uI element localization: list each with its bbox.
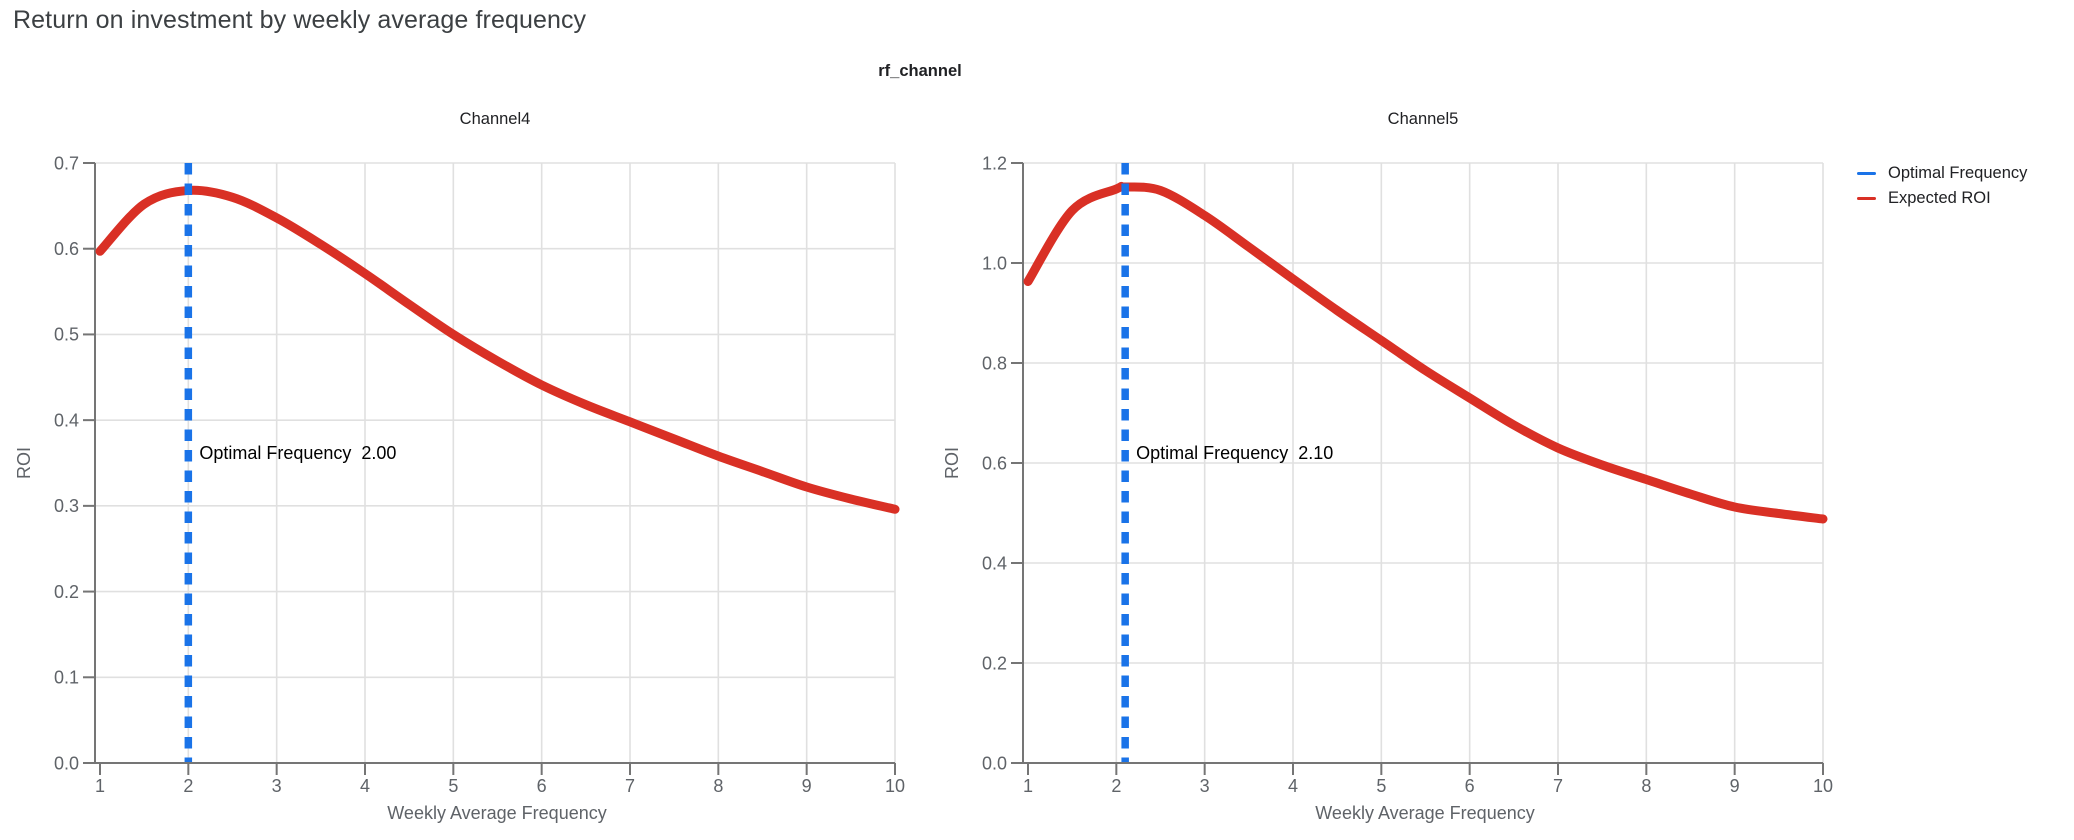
y-tick-label: 0.2: [54, 582, 79, 602]
x-tick-label: 9: [1730, 776, 1740, 796]
x-tick-label: 3: [1200, 776, 1210, 796]
y-tick-label: 1.0: [982, 253, 1007, 273]
y-tick-label: 0.7: [54, 153, 79, 173]
chart-channel4: 1 2 3 4 5 6 7 8 9 10 0.0 0.1 0.2 0.3 0.4 0.5 0.6 0.7 Optim…: [14, 110, 905, 823]
legend-item-expected-roi: Expected ROI: [1857, 186, 2027, 211]
optimal-frequency-annotation: Optimal Frequency 2.00: [199, 443, 396, 463]
x-tick-label: 4: [1288, 776, 1298, 796]
x-tick-label: 9: [802, 776, 812, 796]
optimal-frequency-annotation: Optimal Frequency 2.10: [1136, 443, 1333, 463]
expected-roi-curve: [1023, 181, 1828, 524]
legend-label: Expected ROI: [1888, 189, 1991, 207]
chart-title: Channel4: [460, 110, 531, 128]
x-tick-label: 10: [885, 776, 905, 796]
expected-roi-line-swatch: [1857, 196, 1876, 201]
x-axis-title: Weekly Average Frequency: [387, 803, 606, 823]
legend-label: Optimal Frequency: [1888, 164, 2028, 182]
x-tick-label: 6: [537, 776, 547, 796]
y-tick-label: 1.2: [982, 153, 1007, 173]
legend: Optimal Frequency Expected ROI: [1857, 161, 2027, 211]
x-axis-title: Weekly Average Frequency: [1315, 803, 1534, 823]
y-tick-label: 0.6: [54, 239, 79, 259]
x-tick-label: 6: [1465, 776, 1475, 796]
y-axis-title: ROI: [942, 447, 962, 479]
facet-title: rf_channel: [878, 62, 962, 80]
chart-plot-area: 1 2 3 4 5 6 7 8 9 10 0.0 0.1 0.2 0.3 0.4 0.5 0.6 0.7 Optim…: [54, 153, 905, 796]
x-tick-label: 3: [272, 776, 282, 796]
chart-plot-area: 1 2 3 4 5 6 7 8 9 10 0.0 0.2 0.4 0.6 0.8 1.0 1.2 Optimal …: [982, 153, 1833, 796]
y-tick-label: 0.4: [982, 553, 1007, 573]
x-tick-label: 10: [1813, 776, 1833, 796]
x-tick-label: 5: [1376, 776, 1386, 796]
x-tick-label: 4: [360, 776, 370, 796]
y-tick-label: 0.0: [982, 753, 1007, 773]
y-tick-label: 0.3: [54, 496, 79, 516]
x-tick-label: 8: [713, 776, 723, 796]
x-tick-label: 5: [448, 776, 458, 796]
x-tick-label: 2: [183, 776, 193, 796]
y-tick-label: 0.2: [982, 653, 1007, 673]
chart-title: Channel5: [1388, 110, 1459, 128]
legend-item-optimal-frequency: Optimal Frequency: [1857, 161, 2027, 186]
x-tick-label: 7: [1553, 776, 1563, 796]
y-tick-label: 0.1: [54, 668, 79, 688]
y-axis-title: ROI: [14, 447, 34, 479]
x-tick-label: 1: [1023, 776, 1033, 796]
y-tick-label: 0.8: [982, 353, 1007, 373]
page-title: Return on investment by weekly average f…: [13, 6, 587, 34]
y-tick-label: 0.5: [54, 325, 79, 345]
chart-channel5: 1 2 3 4 5 6 7 8 9 10 0.0 0.2 0.4 0.6 0.8 1.0 1.2 Optimal …: [942, 110, 1833, 823]
x-tick-label: 8: [1641, 776, 1651, 796]
expected-roi-curve: [95, 185, 900, 514]
x-tick-label: 1: [95, 776, 105, 796]
x-tick-label: 7: [625, 776, 635, 796]
y-tick-label: 0.0: [54, 753, 79, 773]
optimal-frequency-line-swatch: [1857, 171, 1876, 176]
y-tick-label: 0.6: [982, 453, 1007, 473]
x-tick-label: 2: [1111, 776, 1121, 796]
y-tick-label: 0.4: [54, 410, 79, 430]
